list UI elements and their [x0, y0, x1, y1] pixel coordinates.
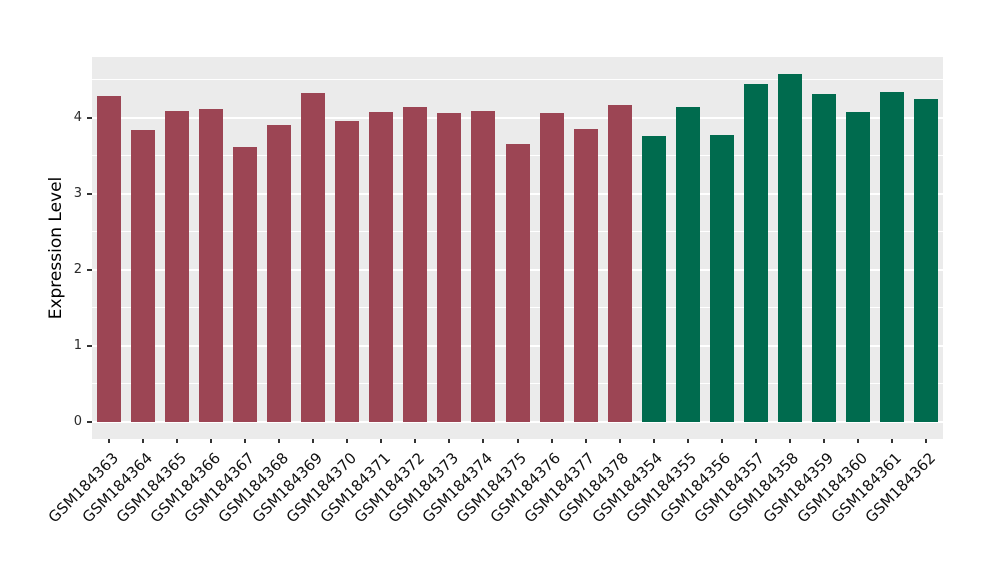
bar — [777, 74, 802, 422]
x-tick — [584, 439, 587, 443]
x-tick — [720, 439, 723, 443]
bar — [437, 113, 462, 422]
bar — [811, 94, 836, 422]
x-tick — [924, 439, 927, 443]
x-tick — [618, 439, 621, 443]
bar — [675, 107, 700, 422]
y-tick-label: 1 — [73, 337, 82, 353]
bar — [165, 110, 190, 422]
bar — [539, 113, 564, 422]
bar — [301, 92, 326, 422]
x-tick — [754, 439, 757, 443]
x-tick — [210, 439, 213, 443]
x-tick — [346, 439, 349, 443]
y-tick-label: 4 — [73, 109, 82, 125]
x-tick — [380, 439, 383, 443]
y-tick-label: 2 — [73, 261, 82, 277]
bar — [879, 91, 904, 422]
x-tick — [448, 439, 451, 443]
gridline-major — [92, 116, 943, 119]
bar — [607, 104, 632, 422]
bar — [845, 112, 870, 422]
y-tick-label: 3 — [73, 185, 82, 201]
bar — [369, 111, 394, 422]
bar — [131, 129, 156, 422]
bar — [199, 108, 224, 422]
x-tick — [244, 439, 247, 443]
bar — [505, 143, 530, 422]
bar — [233, 147, 258, 422]
y-tick — [87, 420, 92, 423]
y-tick — [87, 116, 92, 119]
bar — [267, 124, 292, 422]
x-tick — [856, 439, 859, 443]
x-tick — [142, 439, 145, 443]
bar — [913, 98, 938, 422]
x-tick — [176, 439, 179, 443]
x-tick — [108, 439, 111, 443]
y-tick-label: 0 — [73, 413, 82, 429]
bar — [97, 95, 122, 422]
bar — [573, 129, 598, 422]
y-tick — [87, 192, 92, 195]
x-tick — [278, 439, 281, 443]
bar — [335, 120, 360, 422]
gridline-minor — [92, 79, 943, 81]
x-tick-label: GSM184362 — [861, 449, 939, 527]
bar — [641, 135, 666, 422]
bar — [709, 135, 734, 422]
x-tick — [414, 439, 417, 443]
y-tick — [87, 344, 92, 347]
bar — [403, 107, 428, 422]
x-tick — [686, 439, 689, 443]
x-tick — [516, 439, 519, 443]
bar — [743, 84, 768, 422]
x-tick — [312, 439, 315, 443]
gridline-major — [92, 420, 943, 423]
x-tick — [550, 439, 553, 443]
bar — [471, 110, 496, 422]
x-tick — [890, 439, 893, 443]
plot-panel — [92, 57, 943, 439]
x-tick — [822, 439, 825, 443]
x-tick — [482, 439, 485, 443]
y-tick — [87, 268, 92, 271]
x-tick — [788, 439, 791, 443]
x-tick — [652, 439, 655, 443]
